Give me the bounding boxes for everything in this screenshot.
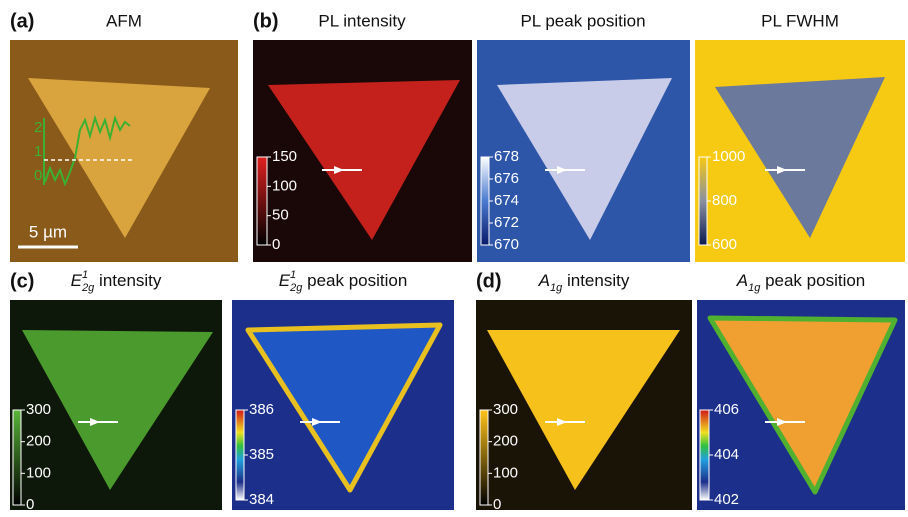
colorbar xyxy=(480,410,488,505)
colorbar-label: 402 xyxy=(714,491,739,508)
panel-label: (a) xyxy=(10,10,34,32)
colorbar xyxy=(481,157,489,245)
colorbar-label: 600 xyxy=(712,236,737,253)
scale-bar-label: 5 µm xyxy=(29,222,67,241)
profile-tick: 1 xyxy=(34,143,42,160)
colorbar-label: 100 xyxy=(272,177,297,194)
colorbar-label: 676 xyxy=(494,170,519,187)
colorbar-label: 200 xyxy=(493,433,518,450)
colorbar xyxy=(257,157,267,245)
colorbar-label: 300 xyxy=(26,401,51,418)
colorbar xyxy=(699,157,707,245)
colorbar-label: 800 xyxy=(712,192,737,209)
panel-label: (b) xyxy=(253,10,279,32)
colorbar-label: 674 xyxy=(494,192,519,209)
colorbar-label: 672 xyxy=(494,214,519,231)
title-text: intensity xyxy=(562,271,630,290)
colorbar-label: 1000 xyxy=(712,148,745,165)
colorbar-label: 200 xyxy=(26,433,51,450)
title-symbol: A xyxy=(736,271,748,290)
title-sup: 1 xyxy=(82,269,88,281)
profile-tick: 2 xyxy=(34,119,42,136)
panel-title: PL intensity xyxy=(318,11,406,30)
colorbar-label: 404 xyxy=(714,446,739,463)
colorbar-label: 150 xyxy=(272,148,297,165)
colorbar-label: 100 xyxy=(493,464,518,481)
colorbar-label: 384 xyxy=(249,491,274,508)
colorbar-label: 670 xyxy=(494,236,519,253)
colorbar-label: 386 xyxy=(249,401,274,418)
colorbar-label: 0 xyxy=(26,496,34,512)
figure: (a)(b)(c)(d)AFM2105 µmPL intensity150100… xyxy=(0,0,908,512)
title-sub: 2g xyxy=(289,282,303,294)
title-sub: 1g xyxy=(748,282,761,294)
colorbar-label: 678 xyxy=(494,148,519,165)
colorbar-label: 0 xyxy=(272,236,280,253)
colorbar-label: 406 xyxy=(714,401,739,418)
title-sup: 1 xyxy=(290,269,296,281)
colorbar xyxy=(13,410,21,505)
colorbar-label: 385 xyxy=(249,446,274,463)
title-symbol: E xyxy=(279,271,291,290)
title-text: peak position xyxy=(302,271,407,290)
title-text: peak position xyxy=(760,271,865,290)
title-sub: 1g xyxy=(550,282,563,294)
colorbar-label: 50 xyxy=(272,207,289,224)
panel-title: AFM xyxy=(106,11,142,30)
panel-title: PL FWHM xyxy=(761,11,839,30)
colorbar-label: 300 xyxy=(493,401,518,418)
title-symbol: E xyxy=(71,271,83,290)
profile-tick: 0 xyxy=(34,167,42,184)
panel-title: A1g peak position xyxy=(736,271,866,293)
colorbar xyxy=(236,410,244,500)
colorbar xyxy=(700,410,709,500)
panel-label: (c) xyxy=(10,270,34,292)
colorbar-label: 0 xyxy=(493,496,501,512)
title-symbol: A xyxy=(538,271,550,290)
title-sub: 2g xyxy=(81,282,95,294)
colorbar-label: 100 xyxy=(26,464,51,481)
panel-title: A1g intensity xyxy=(538,271,630,293)
title-text: intensity xyxy=(94,271,162,290)
panel-label: (d) xyxy=(476,270,502,292)
panel-title: PL peak position xyxy=(520,11,645,30)
